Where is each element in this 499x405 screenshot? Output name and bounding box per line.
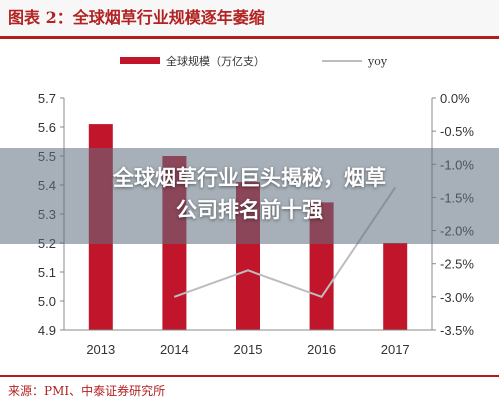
legend-bar-label: 全球规模（万亿支） [166,54,265,68]
bar [383,243,408,330]
headline-text: 全球烟草行业巨头揭秘，烟草 公司排名前十强 [10,162,489,226]
right-tick-label: -3.5% [440,323,474,338]
right-tick-label: 0.0% [440,91,470,106]
right-tick-label: -2.5% [440,257,474,272]
title-divider [0,36,499,39]
yoy-point [247,269,249,271]
left-tick-label: 4.9 [38,323,56,338]
right-tick-label: -0.5% [440,124,474,139]
headline-banner: 全球烟草行业巨头揭秘，烟草 公司排名前十强 [0,148,499,244]
x-tick-label: 2014 [160,342,189,357]
x-tick-label: 2016 [307,342,336,357]
right-tick-label: -3.0% [440,290,474,305]
x-axis: 2013 2014 2015 2016 2017 [64,329,432,357]
left-tick-label: 5.0 [38,294,56,309]
footer-divider [0,375,499,377]
legend-line-label: yoy [367,55,388,68]
yoy-point [321,296,323,298]
x-tick-label: 2013 [86,342,115,357]
title-bar [0,0,499,36]
left-tick-label: 5.6 [38,120,56,135]
figure-source: 来源：PMI、中泰证券研究所 [8,384,166,398]
figure-title: 图表 2：全球烟草行业规模逐年萎缩 [8,8,265,27]
x-tick-label: 2017 [381,342,410,357]
left-tick-label: 5.1 [38,265,56,280]
yoy-point [173,296,175,298]
headline-line-2: 公司排名前十强 [176,198,323,222]
legend-bar-swatch [120,57,160,64]
legend: 全球规模（万亿支） yoy [120,54,388,68]
x-tick-label: 2015 [234,342,263,357]
left-tick-label: 5.7 [38,91,56,106]
headline-line-1: 全球烟草行业巨头揭秘，烟草 [113,166,386,190]
